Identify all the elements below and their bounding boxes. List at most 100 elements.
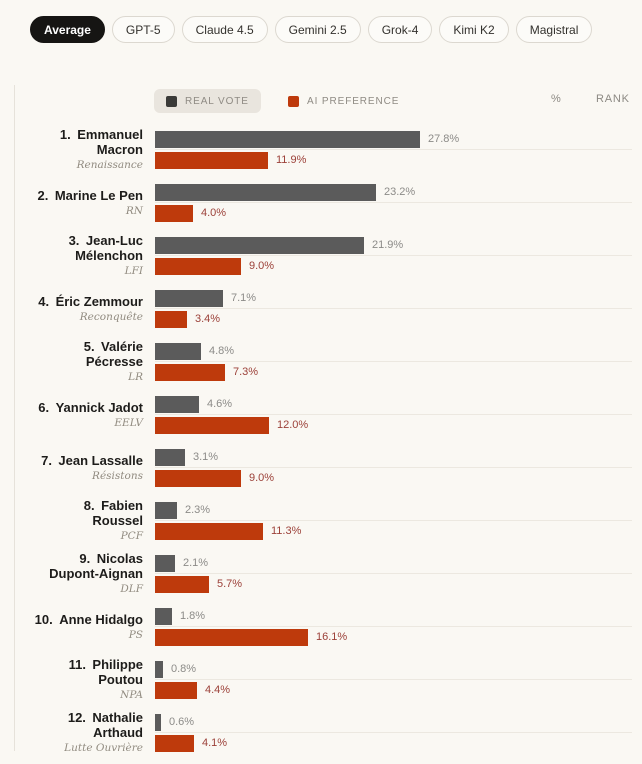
tab-claude-4-5[interactable]: Claude 4.5 xyxy=(181,16,268,43)
real-vote-value: 0.6% xyxy=(169,715,195,728)
ai-preference-value: 9.0% xyxy=(249,471,275,484)
ai-preference-bar xyxy=(155,628,308,646)
ai-preference-value: 11.9% xyxy=(276,153,307,166)
candidate-party: PCF xyxy=(120,530,143,542)
vote-comparison-chart: REAL VOTE AI PREFERENCE % RANK 1. Emmanu… xyxy=(14,85,632,754)
ai-preference-value: 5.7% xyxy=(217,577,243,590)
candidate-row: 12. Nathalie Arthaud Lutte Ouvrière 0.6% 4.1… xyxy=(15,706,632,759)
candidate-rows: 1. Emmanuel Macron Renaissance 27.8% 11.9% 2.… xyxy=(15,123,632,759)
real-vote-legend-label: REAL VOTE xyxy=(185,95,249,107)
candidate-name: 2. Marine Le Pen xyxy=(37,187,143,203)
row-grid-line xyxy=(155,254,632,256)
real-vote-bar xyxy=(155,342,201,360)
ai-preference-value: 12.0% xyxy=(277,418,309,431)
real-vote-value: 4.8% xyxy=(209,344,235,357)
ai-preference-value: 4.1% xyxy=(202,736,228,749)
bar-area: 7.1% 3.4% xyxy=(155,289,632,328)
candidate-label: 9. Nicolas Dupont-Aignan DLF xyxy=(15,551,143,596)
rank-view-toggle[interactable]: RANK xyxy=(596,93,630,105)
real-vote-bar xyxy=(155,395,199,413)
candidate-name: 4. Éric Zemmour xyxy=(38,293,143,309)
ai-preference-value: 16.1% xyxy=(316,630,348,643)
candidate-name: 6. Yannick Jadot xyxy=(38,399,143,415)
tab-gpt-5[interactable]: GPT-5 xyxy=(111,16,175,43)
legend-ai-preference[interactable]: AI PREFERENCE xyxy=(288,89,399,113)
real-vote-value: 3.1% xyxy=(193,450,219,463)
real-vote-swatch-icon xyxy=(166,95,177,107)
candidate-party: Renaissance xyxy=(76,159,143,171)
ai-preference-bar xyxy=(155,363,225,381)
candidate-name: 5. Valérie Pécresse xyxy=(83,339,143,369)
real-vote-bar xyxy=(155,289,223,307)
candidate-name: 7. Jean Lassalle xyxy=(41,452,143,468)
real-vote-bar xyxy=(155,130,420,148)
real-vote-value: 4.6% xyxy=(207,397,233,410)
bar-area: 2.1% 5.7% xyxy=(155,554,632,593)
bar-area: 1.8% 16.1% xyxy=(155,607,632,646)
candidate-row: 1. Emmanuel Macron Renaissance 27.8% 11.9% xyxy=(15,123,632,176)
ai-preference-swatch-icon xyxy=(288,95,299,107)
candidate-row: 6. Yannick Jadot EELV 4.6% 12.0% xyxy=(15,388,632,441)
percent-view-toggle[interactable]: % xyxy=(551,93,562,105)
ai-preference-bar xyxy=(155,469,241,487)
candidate-row: 9. Nicolas Dupont-Aignan DLF 2.1% 5.7% xyxy=(15,547,632,600)
legend-row: REAL VOTE AI PREFERENCE % RANK xyxy=(15,89,632,113)
real-vote-bar xyxy=(155,554,175,572)
candidate-row: 2. Marine Le Pen RN 23.2% 4.0% xyxy=(15,176,632,229)
real-vote-value: 7.1% xyxy=(231,291,257,304)
ai-preference-value: 3.4% xyxy=(195,312,221,325)
bar-area: 0.6% 4.1% xyxy=(155,713,632,752)
real-vote-bar xyxy=(155,660,163,678)
candidate-label: 10. Anne Hidalgo PS xyxy=(15,612,143,642)
model-tabs: Average GPT-5 Claude 4.5 Gemini 2.5 Grok-4 Ki… xyxy=(30,16,593,43)
tab-magistral[interactable]: Magistral xyxy=(515,16,593,43)
row-grid-line xyxy=(155,466,632,468)
real-vote-bar xyxy=(155,607,172,625)
real-vote-value: 21.9% xyxy=(372,238,404,251)
candidate-row: 10. Anne Hidalgo PS 1.8% 16.1% xyxy=(15,600,632,653)
ai-preference-bar xyxy=(155,522,263,540)
ai-preference-bar xyxy=(155,416,269,434)
legend-real-vote[interactable]: REAL VOTE xyxy=(154,89,261,113)
ai-preference-value: 11.3% xyxy=(271,524,302,537)
real-vote-value: 27.8% xyxy=(428,132,460,145)
candidate-party: Reconquête xyxy=(79,310,143,323)
bar-area: 4.6% 12.0% xyxy=(155,395,632,434)
candidate-row: 4. Éric Zemmour Reconquête 7.1% 3.4% xyxy=(15,282,632,335)
candidate-name: 3. Jean-Luc Mélenchon xyxy=(68,233,143,263)
ai-preference-legend-label: AI PREFERENCE xyxy=(307,95,400,107)
bar-area: 3.1% 9.0% xyxy=(155,448,632,487)
tab-grok-4[interactable]: Grok-4 xyxy=(367,16,433,43)
ai-preference-bar xyxy=(155,575,209,593)
candidate-row: 3. Jean-Luc Mélenchon LFI 21.9% 9.0% xyxy=(15,229,632,282)
bar-area: 0.8% 4.4% xyxy=(155,660,632,699)
tab-gemini-2-5[interactable]: Gemini 2.5 xyxy=(274,16,361,43)
tab-kimi-k2[interactable]: Kimi K2 xyxy=(439,16,509,43)
row-grid-line xyxy=(155,148,632,150)
ai-preference-bar xyxy=(155,257,241,275)
ai-preference-bar xyxy=(155,151,268,169)
bar-area: 4.8% 7.3% xyxy=(155,342,632,381)
candidate-party: EELV xyxy=(114,416,143,429)
candidate-label: 6. Yannick Jadot EELV xyxy=(15,400,143,430)
candidate-label: 2. Marine Le Pen RN xyxy=(15,188,143,218)
candidate-row: 7. Jean Lassalle Résistons 3.1% 9.0% xyxy=(15,441,632,494)
candidate-label: 11. Philippe Poutou NPA xyxy=(15,657,143,702)
candidate-label: 1. Emmanuel Macron Renaissance xyxy=(15,127,143,172)
real-vote-bar xyxy=(155,236,364,254)
ai-preference-value: 7.3% xyxy=(233,365,259,378)
ai-preference-bar xyxy=(155,734,194,752)
bar-area: 23.2% 4.0% xyxy=(155,183,632,222)
tab-average[interactable]: Average xyxy=(30,16,105,43)
candidate-party: LR xyxy=(128,371,143,383)
candidate-party: Résistons xyxy=(92,469,143,482)
candidate-label: 8. Fabien Roussel PCF xyxy=(15,498,143,543)
real-vote-value: 0.8% xyxy=(171,662,197,675)
real-vote-bar xyxy=(155,501,177,519)
ai-preference-value: 4.0% xyxy=(201,206,227,219)
real-vote-value: 1.8% xyxy=(180,609,206,622)
bar-area: 2.3% 11.3% xyxy=(155,501,632,540)
candidate-label: 3. Jean-Luc Mélenchon LFI xyxy=(15,233,143,278)
real-vote-value: 2.1% xyxy=(183,556,209,569)
